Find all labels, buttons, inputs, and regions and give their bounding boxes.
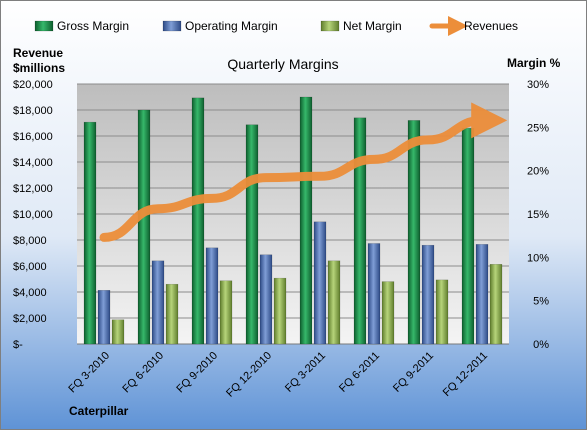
right-axis-ticks: 0% 5% 10% 15% 20% 25% 30%: [527, 79, 549, 351]
left-tick-label: $18,000: [13, 105, 53, 117]
left-tick-label: $20,000: [13, 79, 53, 91]
bar-operating-margin: [205, 247, 219, 345]
bar-net-margin: [165, 283, 179, 345]
chart-title: Quarterly Margins: [227, 56, 338, 72]
left-axis-ticks: $- $2,000 $4,000 $6,000 $8,000 $10,000 $12,000…: [13, 79, 53, 351]
revenue-line: [99, 102, 508, 242]
legend-swatch-gross-margin: [34, 20, 54, 32]
company-label: Caterpillar: [69, 404, 129, 418]
bar-gross-margin: [191, 97, 205, 345]
bar-operating-margin: [313, 221, 327, 345]
bar-net-margin: [435, 279, 449, 345]
bar-gross-margin: [137, 109, 151, 345]
right-tick-label: 5%: [533, 296, 549, 308]
left-tick-label: $10,000: [13, 209, 53, 221]
left-tick-label: $16,000: [13, 131, 53, 143]
legend-swatch-operating-margin: [162, 20, 182, 32]
bar-gross-margin: [245, 124, 259, 345]
bar-net-margin: [111, 319, 125, 345]
bar-net-margin: [381, 281, 395, 345]
bar-operating-margin: [259, 254, 273, 345]
legend-label: Revenues: [464, 19, 518, 33]
legend-label: Gross Margin: [57, 19, 129, 33]
right-tick-label: 10%: [527, 252, 549, 264]
bar-gross-margin: [83, 121, 97, 345]
left-tick-label: $4,000: [13, 287, 47, 299]
left-axis-title-line2: $millions: [13, 61, 65, 75]
bar-gross-margin: [299, 96, 313, 345]
bar-operating-margin: [367, 243, 381, 345]
bar-net-margin: [219, 280, 233, 345]
left-axis-title-line1: Revenue: [13, 46, 63, 60]
legend-swatch-net-margin: [320, 20, 340, 32]
left-tick-label: $14,000: [13, 157, 53, 169]
bar-operating-margin: [151, 260, 165, 345]
bar-net-margin: [327, 260, 341, 345]
right-tick-label: 25%: [527, 122, 549, 134]
bar-net-margin: [489, 264, 503, 345]
left-tick-label: $-: [13, 339, 23, 351]
bar-series: [83, 96, 503, 345]
right-tick-label: 20%: [527, 166, 549, 178]
bar-net-margin: [273, 277, 287, 345]
bar-gross-margin: [353, 117, 367, 345]
left-tick-label: $8,000: [13, 235, 47, 247]
revenue-trend-line: [99, 102, 508, 242]
bar-operating-margin: [475, 244, 489, 345]
legend: Gross Margin Operating Margin Net Margin Re…: [34, 16, 518, 36]
bar-gross-margin: [461, 127, 475, 345]
right-tick-label: 15%: [527, 209, 549, 221]
legend-label: Operating Margin: [185, 19, 278, 33]
bar-operating-margin: [97, 290, 111, 345]
right-tick-label: 0%: [533, 339, 549, 351]
right-axis-title: Margin %: [507, 56, 561, 70]
bar-operating-margin: [421, 244, 435, 345]
bar-gross-margin: [407, 120, 421, 345]
left-tick-label: $6,000: [13, 261, 47, 273]
legend-label: Net Margin: [343, 19, 402, 33]
left-tick-label: $12,000: [13, 183, 53, 195]
left-tick-label: $2,000: [13, 313, 47, 325]
right-tick-label: 30%: [527, 79, 549, 91]
